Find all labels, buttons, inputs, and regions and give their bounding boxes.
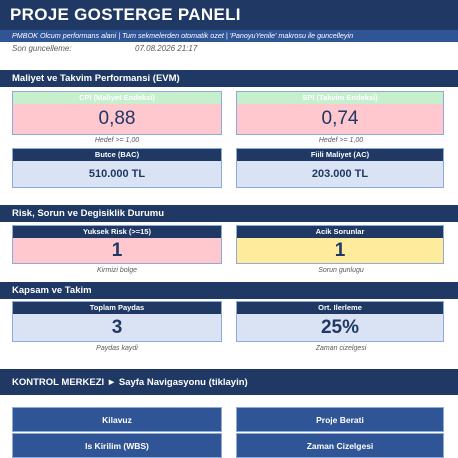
card-note: Kirmizi bolge: [96, 267, 138, 274]
card-value: 510.000 TL: [13, 161, 221, 187]
kpi-card: Acik Sorunlar 1: [236, 225, 444, 264]
kpi-card: Yuksek Risk (>=15) 1: [12, 225, 222, 264]
card-label: Yuksek Risk (>=15): [13, 226, 221, 238]
kpi-card: Ort. Ilerleme 25%: [236, 301, 444, 342]
card-value: 0,88: [13, 104, 221, 134]
card-label: Acik Sorunlar: [237, 226, 443, 238]
card-label: Butce (BAC): [13, 149, 221, 161]
card-note: Zaman cizelgesi: [315, 345, 367, 352]
subtitle: PMBOK Olcum performans alani | Tum sekme…: [0, 30, 458, 42]
section-header: Kapsam ve Takim: [0, 282, 458, 299]
control-header: KONTROL MERKEZI ► Sayfa Navigasyonu (tik…: [0, 369, 458, 395]
card-value: 3: [13, 314, 221, 341]
nav-button[interactable]: Zaman Cizelgesi: [236, 433, 444, 458]
card-value: 1: [13, 238, 221, 263]
card-value: 25%: [237, 314, 443, 341]
card-value: 203.000 TL: [237, 161, 443, 187]
card-label: Fiili Maliyet (AC): [237, 149, 443, 161]
kpi-card: CPI (Maliyet Endeksi) 0,88: [12, 91, 222, 135]
nav-button[interactable]: Proje Berati: [236, 407, 444, 432]
kpi-card: Toplam Paydas 3: [12, 301, 222, 342]
card-value: 1: [237, 238, 443, 263]
card-note: Sorun gunlugu: [318, 267, 364, 274]
card-label: CPI (Maliyet Endeksi): [13, 92, 221, 104]
kpi-card: Butce (BAC) 510.000 TL: [12, 148, 222, 188]
nav-button[interactable]: Kilavuz: [12, 407, 222, 432]
nav-button[interactable]: Is Kirilim (WBS): [12, 433, 222, 458]
kpi-card: Fiili Maliyet (AC) 203.000 TL: [236, 148, 444, 188]
card-label: Toplam Paydas: [13, 302, 221, 314]
last-updated: 07.08.2026 21:17: [135, 44, 198, 53]
card-value: 0,74: [237, 104, 443, 134]
section-header: Risk, Sorun ve Degisiklik Durumu: [0, 205, 458, 222]
kpi-card: SPI (Takvim Endeksi) 0,74: [236, 91, 444, 135]
card-note: Paydas kaydi: [96, 345, 138, 352]
last-updated-label: Son guncelleme:: [12, 44, 72, 53]
card-label: SPI (Takvim Endeksi): [237, 92, 443, 104]
card-label: Ort. Ilerleme: [237, 302, 443, 314]
title: PROJE GOSTERGE PANELI: [0, 0, 458, 30]
card-note: Hedef >= 1,00: [94, 137, 140, 144]
section-header: Maliyet ve Takvim Performansi (EVM): [0, 70, 458, 87]
card-note: Hedef >= 1,00: [318, 137, 364, 144]
